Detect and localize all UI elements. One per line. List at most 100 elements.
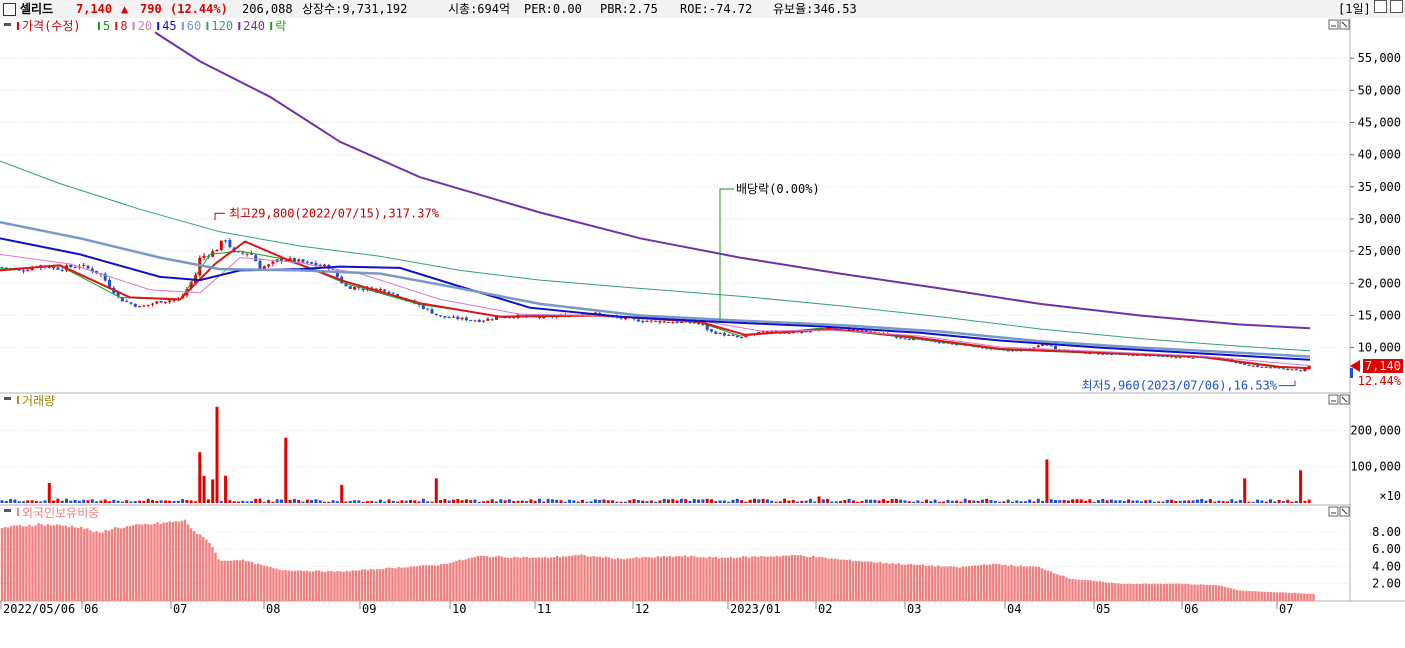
- foreign-ratio-bar: [284, 570, 287, 601]
- volume-unit-label: ×10: [1379, 489, 1401, 503]
- foreign-ratio-bar: [1104, 582, 1108, 601]
- volume-bar: [968, 500, 971, 503]
- candle-body: [52, 267, 56, 269]
- foreign-ratio-bar: [0, 527, 4, 601]
- volume-bar: [787, 500, 791, 503]
- foreign-panel-close-glyph: [1341, 508, 1348, 515]
- foreign-ratio-bar: [674, 556, 678, 601]
- volume-panel-minimize-icon[interactable]: [1328, 394, 1339, 405]
- foreign-ratio-bar: [131, 525, 135, 601]
- volume-bar: [112, 499, 116, 503]
- volume-bar: [903, 500, 907, 503]
- candle-body: [301, 259, 305, 263]
- candle-body: [348, 286, 352, 289]
- foreign-ratio-bar: [601, 557, 605, 601]
- volume-bar: [82, 499, 86, 503]
- candle-body: [714, 331, 718, 334]
- float-ratio: 유보율:346.53: [773, 2, 857, 16]
- ma-line-20: [0, 253, 1311, 367]
- volume-bar: [370, 500, 374, 503]
- candle-body: [224, 240, 228, 242]
- foreign-ratio-bar: [321, 571, 324, 601]
- volume-bar: [108, 501, 111, 503]
- legend-marker-45: [157, 22, 160, 30]
- foreign-ratio-bar: [912, 564, 916, 601]
- foreign-ratio-bar: [973, 565, 977, 601]
- volume-bar: [1075, 499, 1079, 503]
- candle-body: [735, 335, 739, 338]
- foreign-ratio-bar: [86, 528, 89, 601]
- volume-bar: [636, 500, 640, 503]
- price-panel-minimize-icon[interactable]: [1328, 19, 1339, 30]
- volume-bar: [206, 499, 210, 503]
- foreign-ratio-bar: [275, 568, 278, 601]
- candle-body: [258, 260, 262, 269]
- foreign-ratio-bar: [665, 556, 669, 601]
- period-button[interactable]: [1일]: [1338, 2, 1371, 16]
- foreign-ratio-bar: [400, 567, 403, 601]
- volume-bar: [77, 500, 81, 503]
- foreign-ratio-bar: [260, 564, 263, 601]
- foreign-ratio-bar: [1229, 588, 1233, 601]
- foreign-ratio-bar: [327, 570, 330, 601]
- foreign-ratio-bar: [74, 527, 77, 601]
- market-cap: 시총:694억: [448, 2, 511, 16]
- candle-body: [800, 331, 804, 333]
- candle-body: [460, 317, 464, 320]
- foreign-ratio-bar: [1007, 565, 1010, 601]
- candle-body: [671, 322, 675, 324]
- foreign-ratio-bar: [644, 557, 647, 601]
- restore-window-icon[interactable]: [1374, 0, 1387, 13]
- foreign-ratio-bar: [180, 520, 184, 601]
- candle-body: [710, 329, 713, 332]
- volume-bar: [937, 501, 941, 503]
- volume-bar: [525, 501, 529, 503]
- foreign-ratio-bar: [83, 528, 86, 601]
- candle-body: [4, 267, 8, 269]
- foreign-ratio-bar: [989, 564, 992, 601]
- volume-bar: [215, 406, 219, 503]
- legend-foreign-label: 외국인보유비중: [22, 506, 99, 520]
- foreign-ratio-bar: [6, 527, 10, 601]
- stock-chart[interactable]: 최고29,800(2022/07/15),317.37% 배당락(0.00%) 최저…: [0, 18, 1405, 648]
- legend-ma-20: 20: [138, 19, 152, 33]
- foreign-ratio-bar: [531, 557, 534, 601]
- foreign-ratio-bar: [790, 554, 794, 601]
- foreign-ratio-bar: [848, 559, 852, 601]
- chart-type-checkbox[interactable]: [3, 3, 16, 16]
- volume-bar: [301, 501, 305, 503]
- foreign-ratio-bar: [894, 563, 897, 601]
- foreign-ratio-bar: [504, 557, 507, 601]
- volume-bar: [512, 500, 516, 503]
- volume-bar: [572, 500, 576, 503]
- candle-body: [598, 313, 602, 315]
- foreign-ratio-bar: [992, 563, 995, 601]
- foreign-ratio-bar: [1050, 571, 1053, 601]
- foreign-ratio-bar: [1309, 593, 1312, 601]
- foreign-ratio-bar: [949, 566, 952, 601]
- foreign-ratio-bar: [610, 558, 614, 601]
- volume-bar: [976, 500, 980, 503]
- foreign-ratio-bar: [772, 556, 775, 601]
- candle-body: [658, 321, 662, 323]
- close-window-icon[interactable]: [1390, 0, 1403, 13]
- pbr-value: PBR:2.75: [600, 2, 658, 16]
- volume-bar: [1019, 501, 1023, 503]
- foreign-ratio-bar: [308, 571, 312, 601]
- candle-body: [490, 319, 494, 321]
- foreign-ratio-bar: [830, 558, 833, 601]
- volume-bar: [1157, 501, 1161, 503]
- foreign-ratio-bar: [723, 557, 727, 601]
- foreign-ratio-bar: [372, 569, 376, 601]
- foreign-ratio-bar: [626, 558, 629, 601]
- volume-bar: [331, 500, 335, 503]
- foreign-ratio-bar: [196, 533, 199, 601]
- foreign-ratio-bar: [1220, 585, 1224, 601]
- foreign-ratio-bar: [525, 556, 528, 601]
- volume-bar: [1066, 500, 1070, 503]
- foreign-ratio-bar: [1193, 584, 1196, 601]
- foreign-panel-minimize-icon[interactable]: [1328, 506, 1339, 517]
- candle-body: [512, 317, 516, 319]
- foreign-ratio-bar: [580, 554, 583, 601]
- foreign-ratio-bar: [970, 565, 974, 601]
